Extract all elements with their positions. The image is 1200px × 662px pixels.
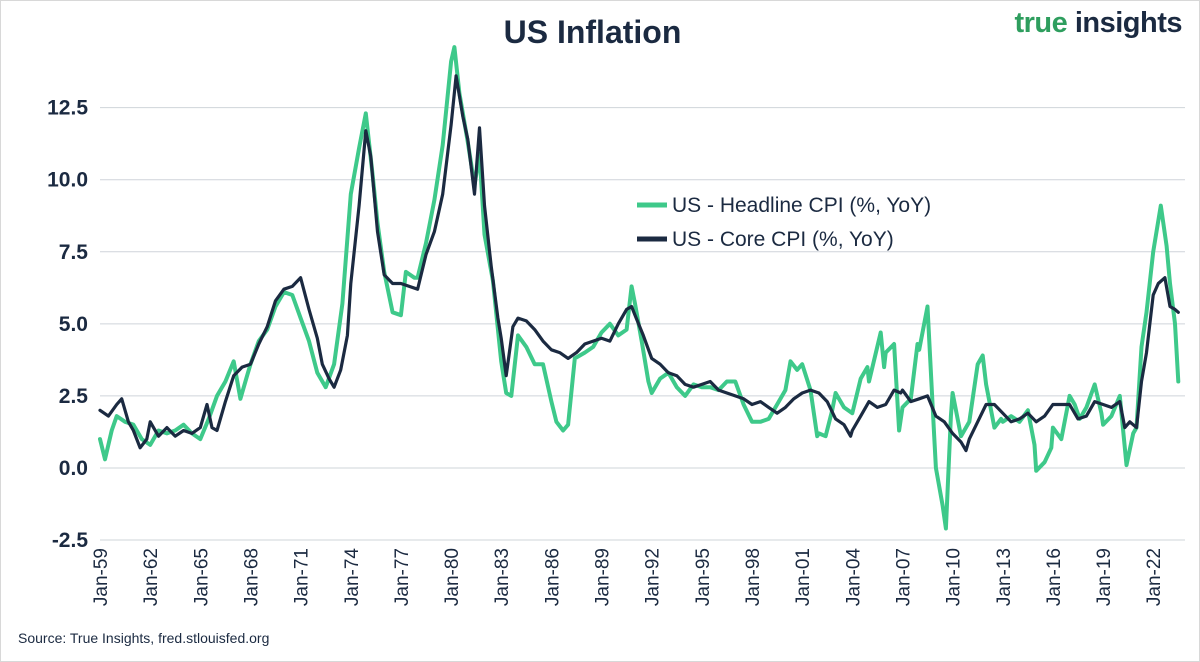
- x-tick-label: Jan-86: [542, 548, 563, 606]
- y-tick-label: 0.0: [59, 457, 88, 480]
- x-tick-label: Jan-98: [743, 548, 764, 606]
- x-tick-label: Jan-04: [843, 548, 864, 607]
- x-tick-label: Jan-07: [893, 548, 914, 606]
- x-tick-label: Jan-92: [643, 548, 664, 606]
- brand-logo: true insights: [1014, 7, 1182, 40]
- y-tick-label: 10.0: [47, 169, 88, 192]
- x-tick-label: Jan-10: [944, 548, 965, 606]
- x-tick-label: Jan-16: [1044, 548, 1065, 606]
- y-tick-label: -2.5: [52, 529, 89, 552]
- x-tick-label: Jan-74: [342, 548, 363, 607]
- x-tick-label: Jan-83: [492, 548, 513, 606]
- x-tick-label: Jan-62: [141, 548, 162, 606]
- x-tick-label: Jan-71: [292, 548, 313, 606]
- y-tick-label: 5.0: [59, 313, 88, 336]
- x-tick-label: Jan-13: [994, 548, 1015, 606]
- series-line-core: [98, 74, 1180, 453]
- x-tick-label: Jan-22: [1144, 548, 1165, 606]
- x-tick-label: Jan-77: [392, 548, 413, 606]
- x-tick-label: Jan-65: [191, 548, 212, 606]
- brand-logo-part1: true: [1014, 7, 1075, 39]
- y-tick-label: 2.5: [59, 385, 89, 408]
- x-tick-label: Jan-59: [91, 548, 112, 606]
- x-tick-label: Jan-89: [593, 548, 614, 606]
- x-tick-label: Jan-19: [1094, 548, 1115, 606]
- x-tick-label: Jan-95: [693, 548, 714, 606]
- x-tick-label: Jan-68: [241, 548, 262, 606]
- legend-label: US - Core CPI (%, YoY): [672, 228, 894, 251]
- x-tick-label: Jan-80: [442, 548, 463, 606]
- chart-title: US Inflation: [503, 14, 682, 50]
- brand-logo-part2: insights: [1074, 7, 1183, 39]
- legend-label: US - Headline CPI (%, YoY): [672, 194, 931, 217]
- x-tick-label: Jan-01: [793, 548, 814, 606]
- y-tick-label: 7.5: [59, 241, 89, 264]
- series-line-headline: [98, 45, 1181, 531]
- source-note: Source: True Insights, fred.stlouisfed.o…: [18, 630, 270, 646]
- y-tick-label: 12.5: [47, 97, 88, 120]
